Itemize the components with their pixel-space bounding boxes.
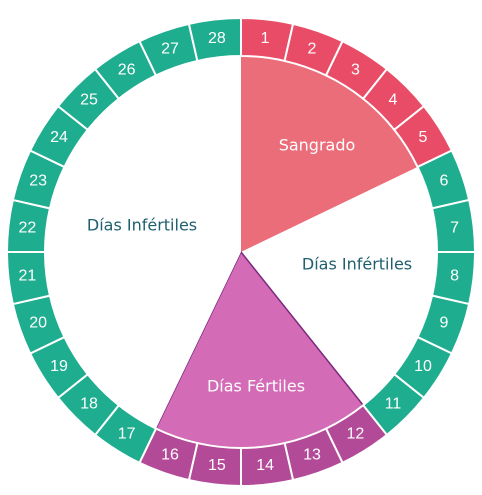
day-number-12: 12 <box>347 426 365 443</box>
day-number-22: 22 <box>19 219 37 236</box>
phase-labels: Sangrado Días Infértiles Días Fértiles D… <box>87 136 412 396</box>
day-number-21: 21 <box>19 268 37 285</box>
day-number-10: 10 <box>414 358 432 375</box>
day-number-28: 28 <box>208 30 226 47</box>
day-ring: 1234567891011121314151617181920212223242… <box>5 16 477 488</box>
label-infertile-early: Días Infértiles <box>302 255 412 274</box>
day-number-9: 9 <box>439 315 448 332</box>
day-number-23: 23 <box>29 173 47 190</box>
day-number-16: 16 <box>161 446 179 463</box>
wedge-infertile-early <box>241 166 437 406</box>
day-number-18: 18 <box>80 396 98 413</box>
day-number-13: 13 <box>303 446 321 463</box>
day-number-25: 25 <box>80 92 98 109</box>
day-number-20: 20 <box>29 315 47 332</box>
day-number-19: 19 <box>50 358 68 375</box>
day-number-15: 15 <box>208 457 226 474</box>
day-number-2: 2 <box>308 41 317 58</box>
day-number-3: 3 <box>351 62 360 79</box>
wedge-bleeding <box>241 56 418 252</box>
phase-wedges <box>45 56 437 449</box>
day-number-27: 27 <box>161 41 179 58</box>
day-number-11: 11 <box>385 396 402 413</box>
day-number-26: 26 <box>118 62 136 79</box>
label-fertile: Días Fértiles <box>207 377 305 396</box>
day-number-14: 14 <box>256 457 274 474</box>
day-number-24: 24 <box>50 129 68 146</box>
wedge-infertile-late <box>45 56 241 429</box>
day-number-8: 8 <box>450 268 459 285</box>
day-number-5: 5 <box>419 129 428 146</box>
label-bleeding: Sangrado <box>279 136 356 155</box>
label-infertile-late: Días Infértiles <box>87 216 197 235</box>
day-number-4: 4 <box>389 92 398 109</box>
day-number-7: 7 <box>450 219 459 236</box>
day-number-1: 1 <box>261 30 270 47</box>
day-number-17: 17 <box>118 426 136 443</box>
day-number-6: 6 <box>439 173 448 190</box>
day-segment-28 <box>187 16 242 63</box>
